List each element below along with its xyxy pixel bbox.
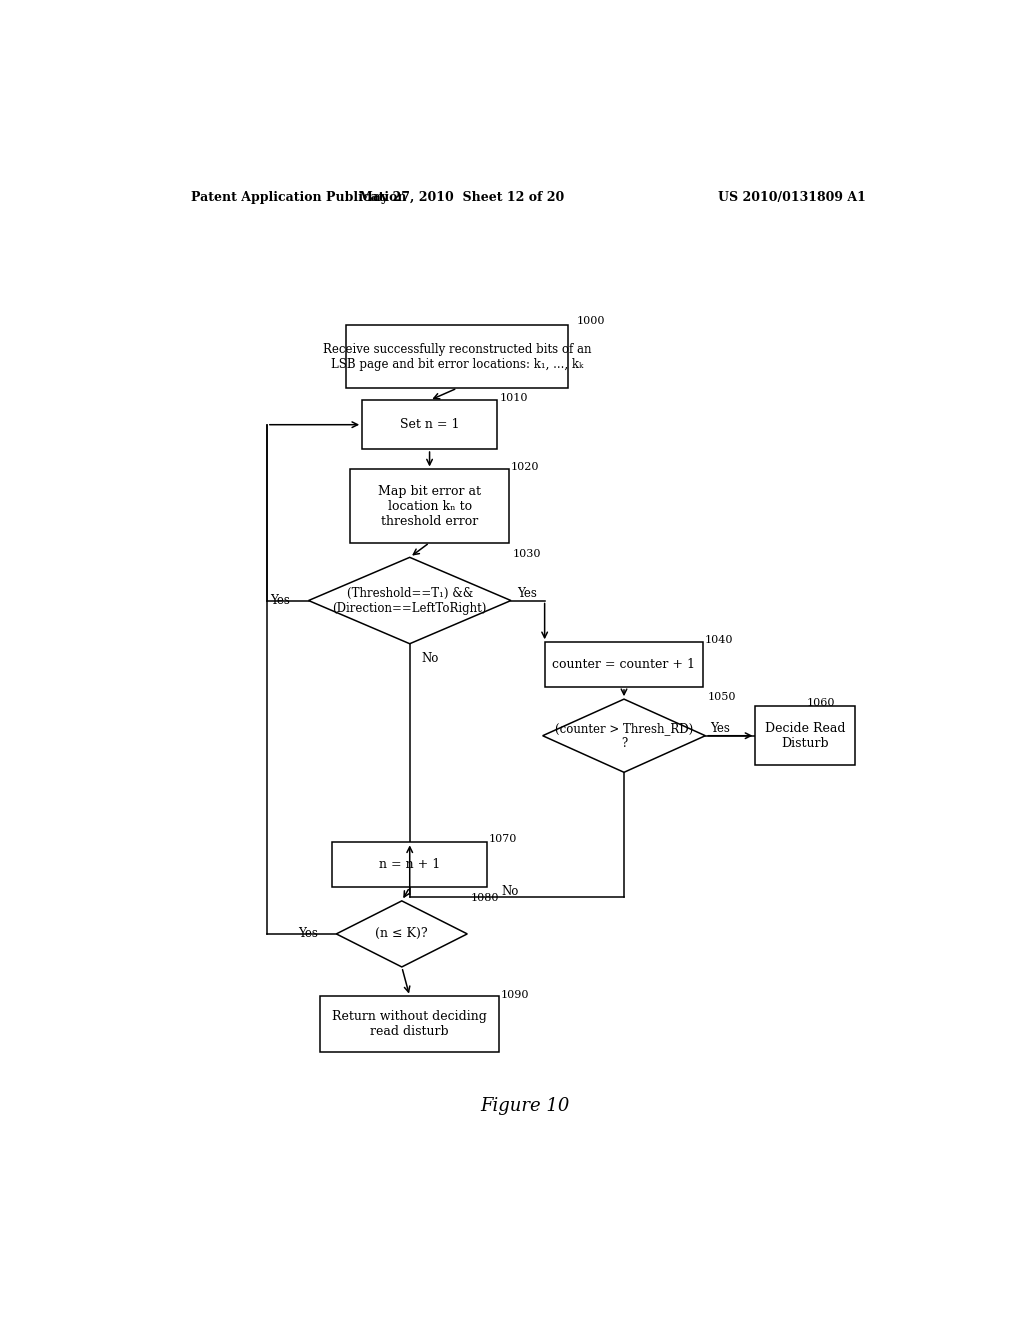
Text: (Threshold==T₁) &&
(Direction==LeftToRight): (Threshold==T₁) && (Direction==LeftToRig… [333,586,487,615]
FancyBboxPatch shape [756,706,855,766]
Text: Map bit error at
location kₙ to
threshold error: Map bit error at location kₙ to threshol… [378,484,481,528]
Text: Figure 10: Figure 10 [480,1097,569,1114]
FancyBboxPatch shape [350,470,509,543]
Text: Yes: Yes [298,928,318,940]
Text: May 27, 2010  Sheet 12 of 20: May 27, 2010 Sheet 12 of 20 [358,190,564,203]
Polygon shape [543,700,706,772]
Text: No: No [501,884,518,898]
Text: Yes: Yes [270,594,291,607]
Text: Return without deciding
read disturb: Return without deciding read disturb [333,1010,487,1039]
Text: 1020: 1020 [511,462,539,473]
Text: 1090: 1090 [501,990,529,999]
Text: 1070: 1070 [489,834,517,845]
Text: 1000: 1000 [577,315,605,326]
Text: Set n = 1: Set n = 1 [399,418,460,432]
Polygon shape [308,557,511,644]
Text: Yes: Yes [517,587,538,599]
FancyBboxPatch shape [333,842,487,887]
Text: 1050: 1050 [708,692,736,702]
FancyBboxPatch shape [362,400,497,449]
Text: Patent Application Publication: Patent Application Publication [191,190,407,203]
Text: Yes: Yes [710,722,730,735]
Text: 1010: 1010 [500,393,528,404]
FancyBboxPatch shape [545,643,703,686]
FancyBboxPatch shape [321,997,499,1052]
Text: counter = counter + 1: counter = counter + 1 [553,659,695,671]
Text: 1030: 1030 [513,549,542,558]
Text: US 2010/0131809 A1: US 2010/0131809 A1 [718,190,866,203]
Text: Receive successfully reconstructed bits of an
LSB page and bit error locations: : Receive successfully reconstructed bits … [324,343,592,371]
Polygon shape [336,900,467,968]
Text: 1040: 1040 [705,635,733,645]
Text: No: No [422,652,439,665]
FancyBboxPatch shape [346,325,568,388]
Text: 1080: 1080 [471,894,500,903]
Text: Decide Read
Disturb: Decide Read Disturb [765,722,845,750]
Text: (n ≤ K)?: (n ≤ K)? [376,928,428,940]
Text: n = n + 1: n = n + 1 [379,858,440,871]
Text: (counter > Thresh_RD)
?: (counter > Thresh_RD) ? [555,722,693,750]
Text: 1060: 1060 [807,698,835,709]
